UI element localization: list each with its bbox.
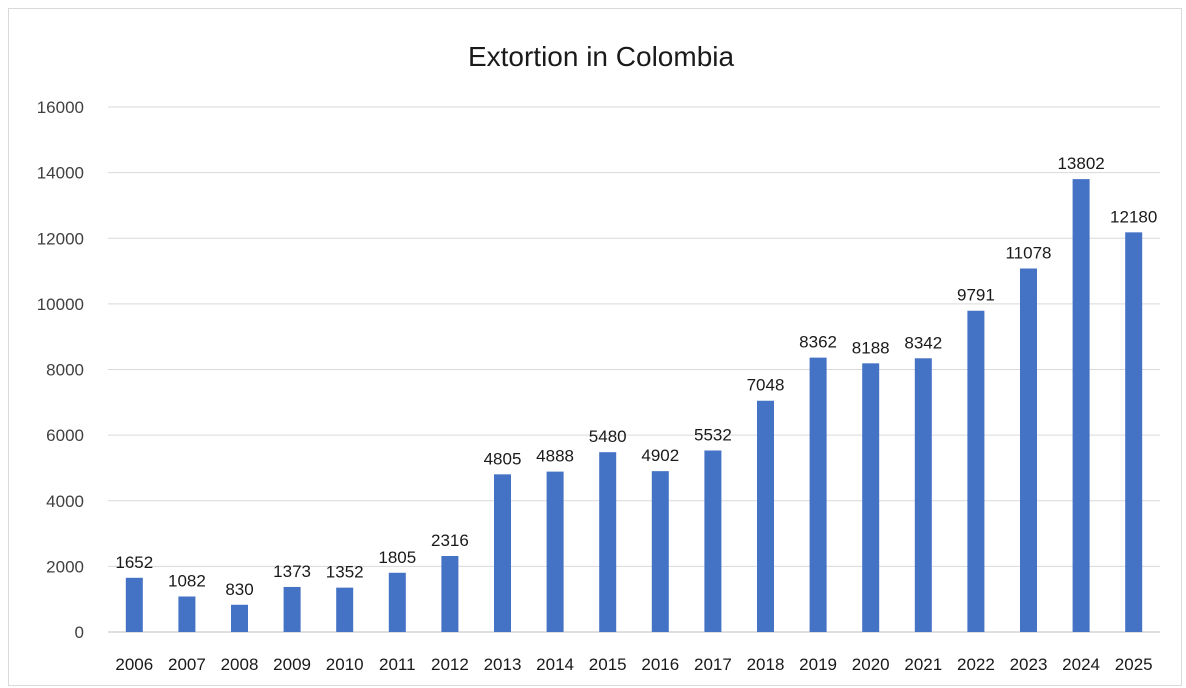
x-tick-label-2020: 2020: [852, 655, 890, 674]
bars: [125, 179, 1143, 632]
data-label-2023: 11078: [1005, 244, 1051, 263]
data-label-2019: 8362: [799, 333, 837, 352]
bar-2020: [862, 363, 880, 632]
data-label-2008: 830: [225, 580, 253, 599]
data-label-2020: 8188: [852, 338, 890, 357]
data-label-2012: 2316: [431, 531, 469, 550]
bar-2011: [388, 572, 406, 632]
x-tick-label-2008: 2008: [221, 655, 259, 674]
x-tick-label-2007: 2007: [168, 655, 206, 674]
data-label-2018: 7048: [747, 376, 785, 395]
x-tick-label-2016: 2016: [641, 655, 679, 674]
x-tick-label-2022: 2022: [957, 655, 995, 674]
x-tick-label-2015: 2015: [589, 655, 627, 674]
data-label-2025: 12180: [1110, 207, 1157, 226]
x-tick-label-2012: 2012: [431, 655, 469, 674]
x-tick-label-2006: 2006: [115, 655, 153, 674]
y-axis-tick-labels: 0 2000 4000 6000 8000 10000 12000 14000 16000: [37, 98, 84, 642]
bar-2015: [599, 452, 617, 632]
bar-2022: [967, 310, 985, 632]
gridlines: [108, 106, 1160, 633]
bar-2014: [546, 471, 564, 632]
y-tick-label: 14000: [37, 164, 84, 183]
bar-2024: [1072, 179, 1090, 632]
bar-2013: [494, 474, 511, 632]
x-tick-label-2019: 2019: [799, 655, 837, 674]
data-label-2024: 13802: [1057, 154, 1104, 173]
x-tick-label-2023: 2023: [1010, 655, 1048, 674]
x-tick-label-2010: 2010: [326, 655, 364, 674]
y-tick-label: 8000: [46, 361, 84, 380]
data-label-2010: 1352: [326, 563, 364, 582]
chart-frame: [8, 8, 1182, 686]
x-tick-label-2009: 2009: [273, 655, 311, 674]
bar-2007: [178, 596, 196, 632]
bar-2008: [231, 604, 248, 632]
y-tick-label: 0: [75, 623, 84, 642]
bar-2023: [1020, 268, 1037, 632]
data-label-2021: 8342: [904, 333, 942, 352]
x-tick-label-2013: 2013: [484, 655, 522, 674]
bar-2010: [336, 587, 354, 632]
bar-2019: [809, 357, 827, 632]
bar-2006: [125, 577, 143, 632]
x-tick-label-2011: 2011: [379, 655, 416, 674]
bar-2018: [757, 400, 774, 632]
y-tick-label: 2000: [46, 557, 84, 576]
data-label-2014: 4888: [536, 447, 574, 466]
x-tick-label-2014: 2014: [536, 655, 574, 674]
data-label-2013: 4805: [484, 449, 522, 468]
data-labels: 1652 1082 830 1373 1352 1805 2316 4805 4888 5480 4…: [115, 154, 1157, 599]
data-label-2007: 1082: [168, 571, 206, 590]
y-tick-label: 6000: [46, 426, 84, 445]
x-tick-label-2024: 2024: [1062, 655, 1100, 674]
bar-2012: [441, 556, 459, 632]
bar-2017: [704, 450, 722, 632]
y-tick-label: 4000: [46, 492, 84, 511]
bar-2016: [651, 471, 669, 632]
chart-title: Extortion in Colombia: [468, 41, 735, 72]
data-label-2017: 5532: [694, 425, 732, 444]
data-label-2022: 9791: [957, 286, 995, 305]
y-tick-label: 16000: [37, 98, 84, 117]
data-label-2006: 1652: [115, 553, 153, 572]
data-label-2016: 4902: [641, 446, 679, 465]
bar-2009: [283, 586, 301, 632]
bar-2021: [914, 358, 932, 632]
data-label-2009: 1373: [273, 562, 311, 581]
x-tick-label-2025: 2025: [1115, 655, 1153, 674]
y-tick-label: 10000: [37, 295, 84, 314]
x-tick-label-2017: 2017: [694, 655, 732, 674]
x-tick-label-2018: 2018: [747, 655, 785, 674]
y-tick-label: 12000: [37, 229, 84, 248]
data-label-2015: 5480: [589, 427, 627, 446]
x-axis-tick-labels: 2006 2007 2008 2009 2010 2011 2012 2013 2014 2015…: [115, 655, 1152, 674]
data-label-2011: 1805: [378, 548, 416, 567]
x-tick-label-2021: 2021: [904, 655, 942, 674]
bar-2025: [1125, 232, 1143, 632]
